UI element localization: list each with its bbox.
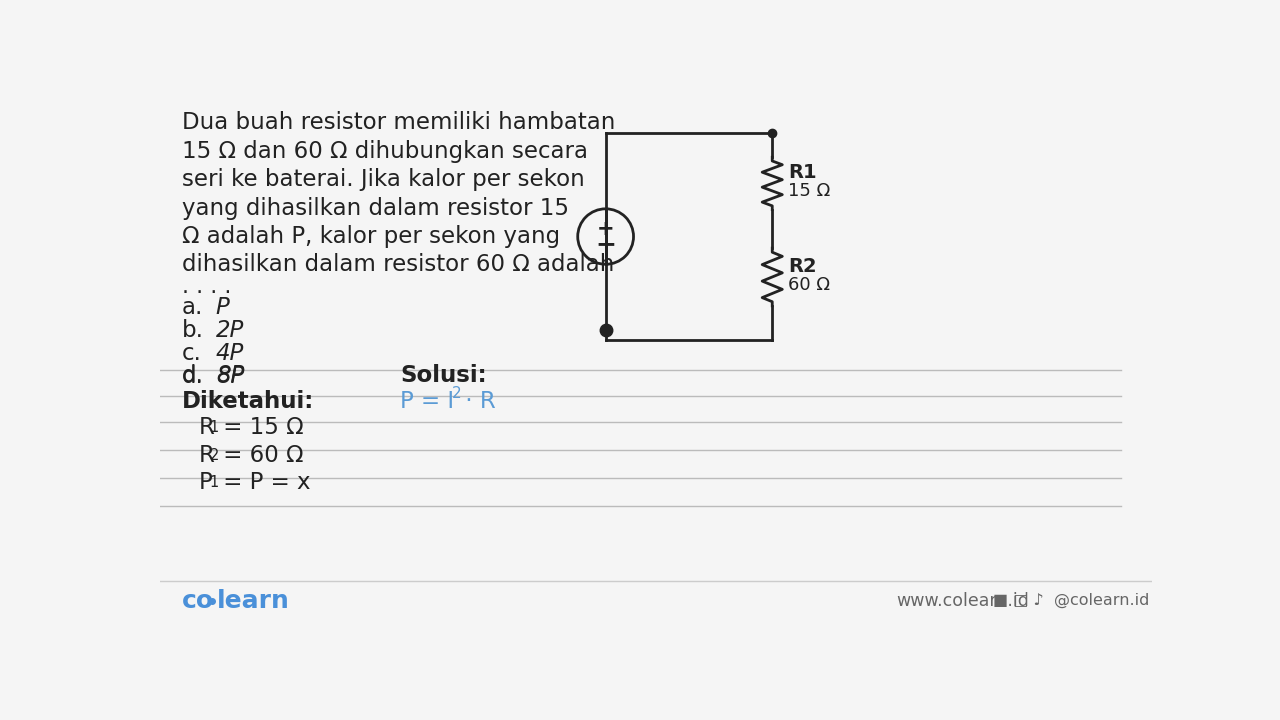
Text: dihasilkan dalam resistor 60 Ω adalah: dihasilkan dalam resistor 60 Ω adalah xyxy=(182,253,614,276)
Text: 2: 2 xyxy=(210,448,219,462)
Text: seri ke baterai. Jika kalor per sekon: seri ke baterai. Jika kalor per sekon xyxy=(182,168,585,191)
Text: R2: R2 xyxy=(787,257,817,276)
Text: 15 Ω dan 60 Ω dihubungkan secara: 15 Ω dan 60 Ω dihubungkan secara xyxy=(182,140,588,163)
Text: 2: 2 xyxy=(452,386,461,401)
Text: 1: 1 xyxy=(210,475,219,490)
Text: P: P xyxy=(198,472,212,495)
Text: . . . .: . . . . xyxy=(182,277,232,297)
Text: Ω adalah P, kalor per sekon yang: Ω adalah P, kalor per sekon yang xyxy=(182,225,559,248)
Text: www.colearn.id: www.colearn.id xyxy=(896,592,1029,610)
Text: Diketahui:: Diketahui: xyxy=(182,390,314,413)
Text: d.: d. xyxy=(182,364,204,387)
Text: 8P: 8P xyxy=(216,365,244,388)
Text: −: − xyxy=(595,233,616,256)
Text: R: R xyxy=(198,416,215,439)
Text: P = I: P = I xyxy=(401,390,454,413)
Text: 2P: 2P xyxy=(216,319,244,342)
Text: · R: · R xyxy=(458,390,497,413)
Text: Solusi:: Solusi: xyxy=(401,364,486,387)
Text: c.: c. xyxy=(182,342,201,365)
Text: Dua buah resistor memiliki hambatan: Dua buah resistor memiliki hambatan xyxy=(182,111,616,134)
Text: 4P: 4P xyxy=(216,342,244,365)
Text: R: R xyxy=(198,444,215,467)
Text: 60 Ω: 60 Ω xyxy=(787,276,829,294)
Text: P: P xyxy=(216,296,229,319)
Text: = 15 Ω: = 15 Ω xyxy=(216,416,303,439)
Text: learn: learn xyxy=(216,589,289,613)
Text: 15 Ω: 15 Ω xyxy=(787,182,829,200)
Text: = P = x: = P = x xyxy=(216,472,310,495)
Text: b.: b. xyxy=(182,319,204,342)
Text: d.: d. xyxy=(182,365,204,388)
Text: = 60 Ω: = 60 Ω xyxy=(216,444,303,467)
Text: yang dihasilkan dalam resistor 15: yang dihasilkan dalam resistor 15 xyxy=(182,197,568,220)
Text: +: + xyxy=(596,219,614,239)
Text: ■ □ ♪  @colearn.id: ■ □ ♪ @colearn.id xyxy=(993,593,1149,608)
Text: R1: R1 xyxy=(787,163,817,182)
Text: a.: a. xyxy=(182,296,204,319)
Text: 1: 1 xyxy=(210,420,219,435)
Text: co: co xyxy=(182,589,214,613)
Text: 8P: 8P xyxy=(216,364,244,387)
